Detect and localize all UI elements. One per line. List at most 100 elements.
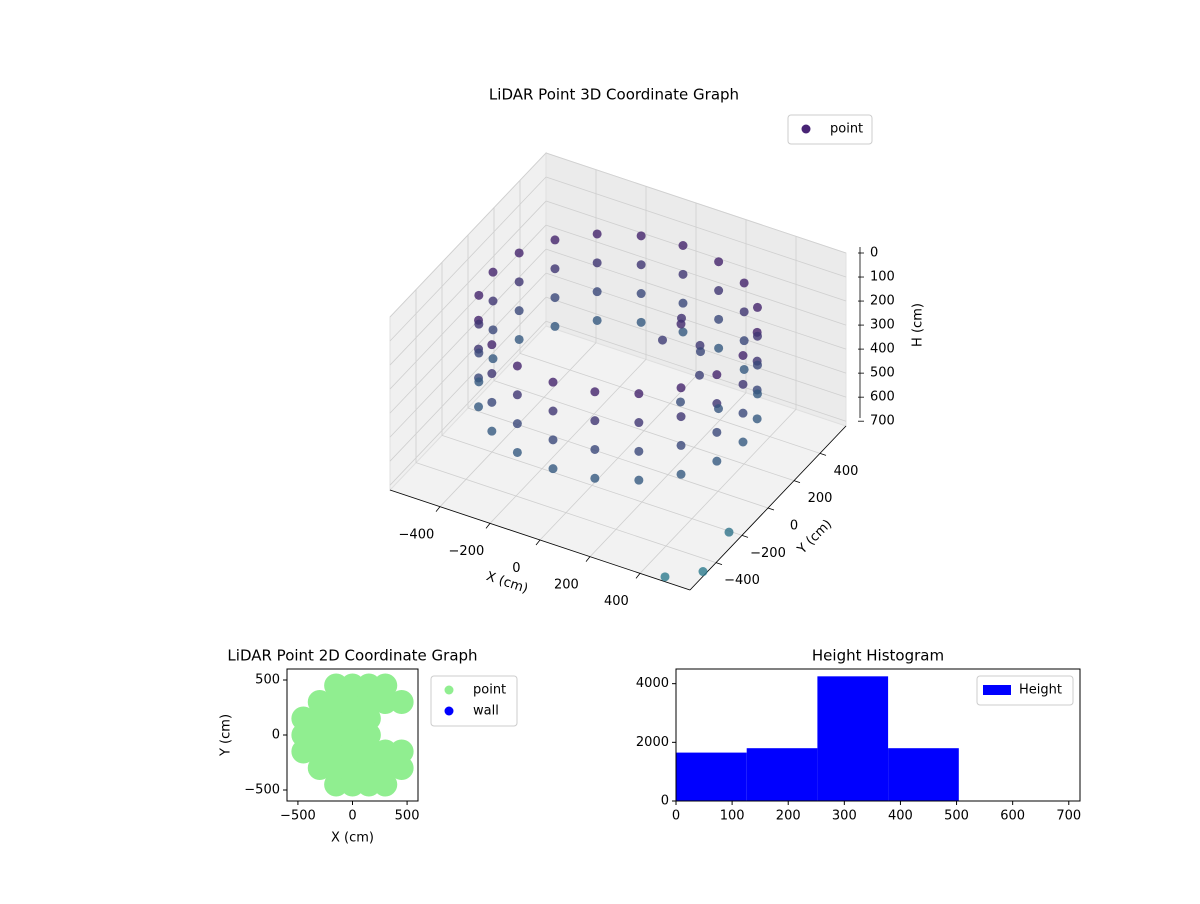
point	[714, 314, 724, 324]
point	[373, 772, 398, 797]
point	[512, 390, 522, 400]
grid-line	[441, 434, 743, 536]
chart-title: LiDAR Point 2D Coordinate Graph	[227, 647, 477, 665]
grid-line	[545, 224, 847, 326]
point	[752, 360, 762, 370]
legend-box	[976, 675, 1074, 706]
point	[714, 286, 724, 296]
point	[752, 331, 762, 341]
point	[678, 298, 688, 308]
point	[512, 447, 522, 457]
grid-line	[545, 152, 847, 254]
point	[634, 418, 644, 428]
point	[487, 426, 497, 436]
grid-line	[519, 352, 821, 454]
z-tick-label: 500	[870, 366, 895, 381]
bar	[888, 748, 959, 801]
point	[676, 440, 686, 450]
point	[634, 389, 644, 399]
point	[712, 427, 722, 437]
point	[590, 473, 600, 483]
point	[738, 351, 748, 360]
x-tick-label: 0	[672, 809, 680, 824]
point	[590, 444, 600, 454]
point	[474, 319, 484, 329]
tick-mark	[435, 506, 441, 512]
tick-mark	[793, 480, 801, 484]
point	[474, 348, 484, 358]
point	[548, 377, 558, 387]
tick-mark	[535, 539, 541, 546]
y-tick-label: 0	[790, 519, 798, 534]
x-tick-label: −400	[399, 528, 435, 543]
point	[634, 446, 644, 456]
y-tick-label: 0	[661, 794, 669, 809]
x-tick-label: 300	[832, 809, 857, 824]
point	[592, 287, 602, 297]
point	[590, 387, 600, 397]
point	[714, 404, 723, 414]
z-tick-label: 300	[870, 318, 895, 333]
point	[658, 335, 667, 345]
point	[677, 313, 686, 323]
grid-line	[545, 320, 847, 422]
grid-line	[415, 462, 717, 564]
point	[698, 567, 708, 577]
tick-mark	[585, 556, 591, 562]
point	[712, 370, 722, 380]
bar	[746, 748, 818, 801]
point	[695, 370, 704, 380]
y-tick-label: 0	[272, 728, 280, 743]
x-tick-label: 0	[512, 561, 520, 576]
bar	[817, 676, 889, 801]
z-axis-label: H (cm)	[911, 303, 926, 347]
point	[712, 456, 722, 466]
grid-line	[389, 272, 547, 438]
x-tick-label: −200	[449, 544, 485, 559]
x-tick-label: 600	[1000, 809, 1025, 824]
point	[752, 414, 762, 424]
x-tick-label: 500	[944, 809, 969, 824]
x-tick-label: 500	[395, 809, 420, 824]
point	[739, 364, 749, 374]
point	[474, 402, 484, 412]
grid-line	[389, 176, 547, 342]
z-tick-label: 0	[870, 246, 878, 261]
legend-label: wall	[473, 704, 499, 719]
point	[512, 419, 522, 429]
point	[514, 306, 524, 316]
point	[474, 290, 484, 300]
point	[488, 354, 498, 364]
z-tick-label: 700	[870, 414, 895, 429]
y-tick-label: 500	[255, 673, 280, 688]
point	[636, 317, 646, 327]
point	[550, 293, 560, 303]
point	[676, 383, 686, 393]
point	[696, 347, 705, 357]
point	[514, 334, 524, 344]
point	[676, 469, 686, 479]
point	[752, 389, 762, 399]
point	[714, 343, 724, 353]
point	[548, 435, 558, 445]
point	[738, 379, 748, 389]
point	[488, 267, 498, 277]
point	[592, 258, 602, 268]
point	[634, 475, 644, 485]
point	[592, 315, 602, 325]
x-tick-label: 100	[720, 809, 745, 824]
grid-line	[389, 320, 547, 486]
point	[636, 289, 646, 299]
point	[739, 307, 749, 317]
point	[592, 229, 602, 239]
z-tick-label: 200	[870, 294, 895, 309]
y-axis-label: Y (cm)	[219, 714, 234, 757]
x-axis-label: X (cm)	[331, 831, 374, 846]
x-tick-label: 700	[1056, 809, 1081, 824]
point	[487, 369, 497, 379]
point	[356, 706, 381, 731]
grid-line	[545, 200, 847, 302]
point	[514, 248, 524, 258]
legend-label: Height	[1019, 683, 1062, 698]
tick-mark	[635, 573, 641, 579]
